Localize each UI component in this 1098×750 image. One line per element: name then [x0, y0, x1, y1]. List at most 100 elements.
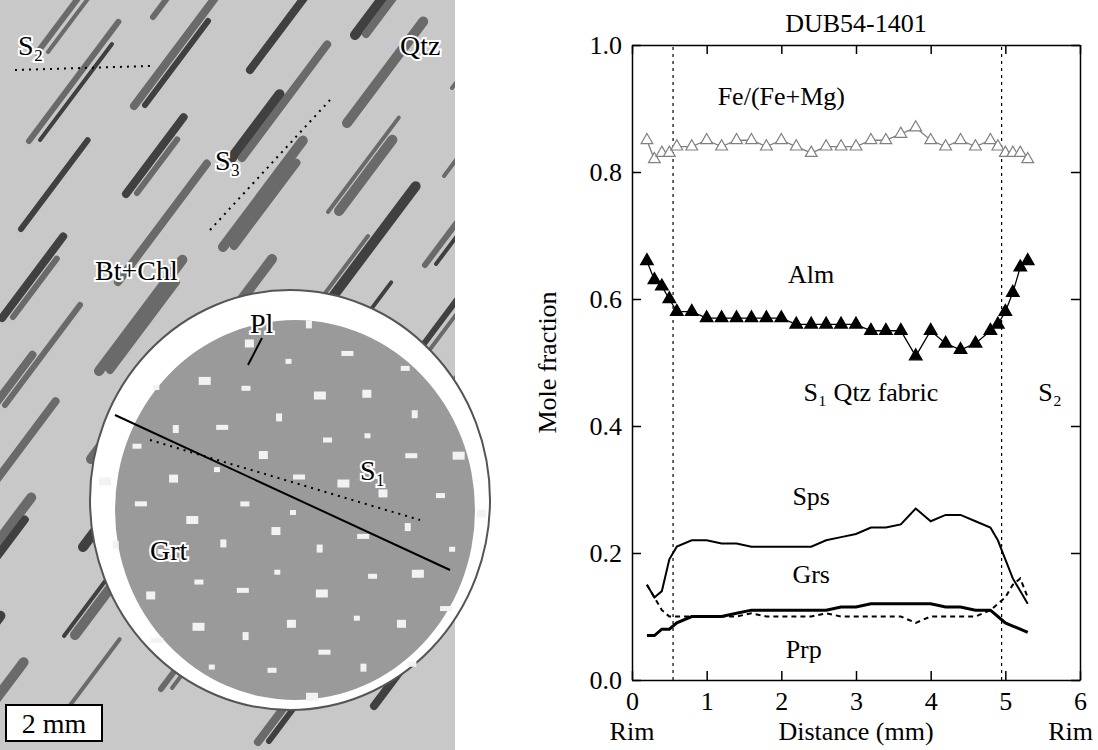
data-point [910, 121, 922, 131]
fabric-streak [153, 0, 239, 17]
data-point [820, 317, 833, 328]
tick-label: 3 [850, 687, 863, 716]
zone-boundary [672, 45, 673, 680]
inclusion [237, 588, 249, 593]
fabric-streak [339, 140, 392, 211]
fabric-streak [0, 497, 31, 583]
fabric-streak [428, 282, 455, 352]
fabric-streak [328, 118, 399, 212]
inclusion [153, 385, 159, 390]
tick-label: 0.8 [590, 158, 623, 187]
inclusion [364, 433, 370, 438]
inclusion [401, 366, 410, 371]
tick-mark [1071, 172, 1080, 174]
data-point [745, 311, 758, 322]
data-point [992, 140, 1004, 150]
fabric-streak [250, 0, 304, 70]
tick-mark [632, 553, 641, 555]
data-point [850, 140, 862, 150]
data-point [939, 336, 952, 347]
plot-marks [641, 45, 1035, 680]
inclusion [306, 693, 318, 701]
fabric-streak [137, 139, 177, 193]
tick: 0.6 [590, 285, 642, 314]
inclusion [242, 386, 251, 391]
data-point [671, 140, 683, 150]
tick-mark [632, 45, 641, 47]
series-line [647, 604, 1028, 636]
tick-mark [1071, 680, 1080, 682]
data-point [970, 140, 982, 150]
data-point [954, 342, 967, 353]
tick [1071, 426, 1080, 427]
inclusion [173, 425, 179, 433]
data-point [775, 133, 787, 143]
data-point [865, 323, 878, 334]
data-point [895, 127, 907, 137]
series-label: Grs [792, 560, 830, 589]
micrograph-label: S₂ [18, 30, 43, 61]
y-axis-right [1071, 46, 1081, 681]
scale-bar-label: 2 mm [22, 708, 87, 739]
inclusion [407, 662, 416, 667]
fabric-streak [0, 616, 1, 671]
tick: 1 [701, 671, 714, 716]
axis-line [632, 46, 634, 681]
inclusion [287, 620, 296, 628]
fabric-streak [5, 305, 80, 405]
inclusion [199, 377, 211, 385]
inclusion [214, 467, 220, 472]
fabric-streak [0, 355, 32, 406]
garnet-rim [90, 290, 490, 710]
fabric-streak [234, 163, 296, 246]
fabric-streak [444, 117, 455, 176]
inclusions [99, 320, 486, 700]
data-point [1022, 153, 1034, 163]
inclusion [220, 539, 226, 547]
data-point [909, 349, 922, 360]
data-point [685, 304, 698, 315]
tick-mark [930, 671, 932, 680]
tick-mark [1071, 553, 1080, 555]
tick-label: 1.0 [590, 31, 623, 60]
data-point [686, 140, 698, 150]
tick-mark [1071, 45, 1080, 47]
data-point [790, 140, 802, 150]
data-point [775, 311, 788, 322]
data-point [894, 323, 907, 334]
series-line [647, 261, 1028, 356]
inclusion [453, 452, 465, 460]
data-point [835, 317, 848, 328]
inclusion [449, 547, 455, 552]
inclusion [368, 574, 377, 579]
tick [1071, 299, 1080, 300]
fabric-streak [134, 0, 214, 106]
inclusion [169, 475, 178, 483]
data-point [940, 140, 952, 150]
y-axis: 0.00.20.40.60.81.0 [590, 31, 642, 695]
data-point [701, 133, 713, 143]
fabric-streak [2, 236, 63, 318]
tick-mark [1005, 671, 1007, 680]
tick: 0.2 [590, 539, 642, 568]
series-label: Alm [788, 260, 834, 289]
pl-pointer [248, 338, 262, 365]
inclusion [293, 474, 305, 479]
inclusion [316, 589, 328, 597]
data-point [850, 317, 863, 328]
data-point [992, 317, 1005, 328]
fabric-streak [417, 259, 455, 353]
tick [707, 45, 708, 54]
data-point [730, 311, 743, 322]
fabric-streak [145, 21, 208, 105]
data-point [805, 317, 818, 328]
tick-mark [1005, 45, 1007, 54]
data-point [969, 336, 982, 347]
series-label: Sps [792, 482, 830, 511]
inclusion [412, 570, 424, 578]
data-point [925, 133, 937, 143]
tick-label: 1 [701, 687, 714, 716]
data-point [1006, 285, 1019, 296]
fabric-streak [37, 0, 95, 53]
series-label: Prp [786, 635, 822, 664]
